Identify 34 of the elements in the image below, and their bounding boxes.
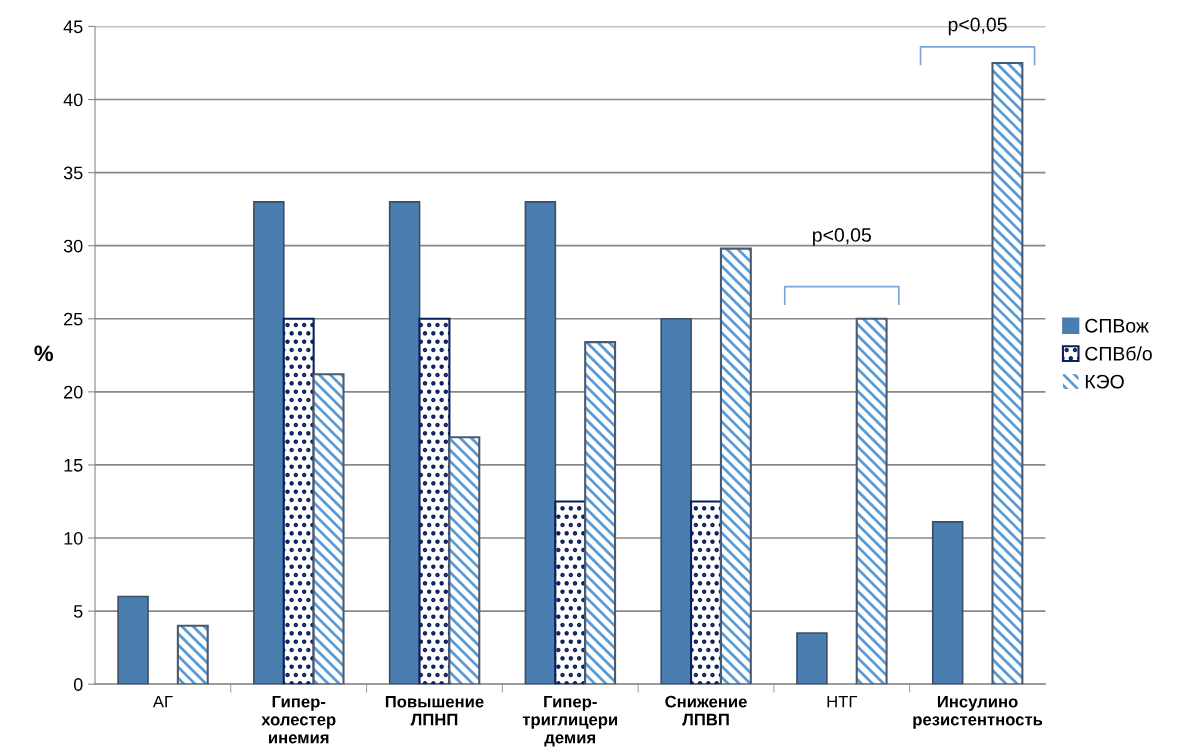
x-tick-label: Гипер- холестер инемия: [261, 695, 336, 744]
legend-label: СПВб/о: [1085, 346, 1152, 361]
bar: [690, 500, 722, 685]
bar: [253, 201, 285, 685]
y-tick-label: 15: [64, 459, 83, 472]
legend-label: КЭО: [1085, 374, 1124, 389]
y-tick-label: 20: [64, 385, 83, 399]
y-tick-label: 30: [63, 239, 83, 253]
bar: [660, 317, 692, 685]
y-tick-label: 40: [63, 93, 83, 107]
y-tick-label: 10: [64, 531, 83, 545]
bar: [282, 317, 315, 685]
y-tick-label: 45: [63, 20, 83, 34]
y-tick-label: 0: [73, 678, 83, 691]
bar: [524, 201, 557, 685]
annotation: p<0,05: [948, 17, 1007, 36]
x-tick-label: Инсулино резистентность: [913, 695, 1043, 729]
bar: [117, 595, 149, 685]
bar: [554, 500, 587, 685]
x-tick-label: Гипер- триглицери демия: [522, 695, 618, 747]
y-tick-label: 25: [64, 312, 83, 326]
y-tick-label: 35: [63, 166, 83, 180]
bar: [931, 521, 964, 685]
bar: [796, 632, 828, 685]
x-tick-label: НТГ: [827, 695, 858, 708]
annotation: p<0,05: [813, 228, 871, 246]
x-tick-label: АГ: [152, 695, 173, 708]
y-axis-title: %: [34, 345, 53, 362]
y-tick-label: 5: [73, 605, 83, 618]
x-tick-label: Повышение ЛПНП: [385, 695, 484, 726]
bar: [418, 317, 451, 685]
bar: [388, 201, 421, 685]
x-tick-label: Снижение ЛПВП: [665, 695, 747, 726]
legend-label: СПВож: [1085, 318, 1149, 333]
